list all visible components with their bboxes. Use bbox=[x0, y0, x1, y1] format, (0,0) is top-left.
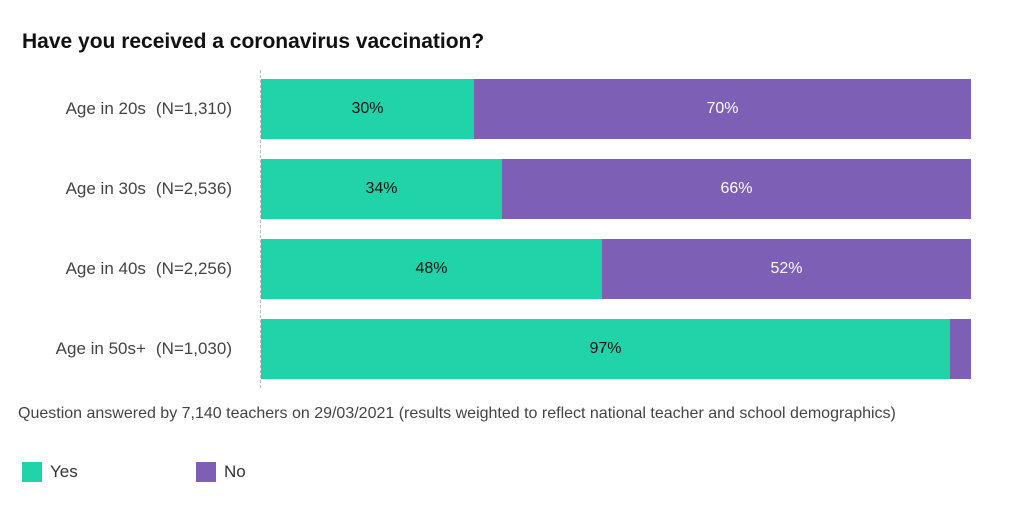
category-name: Age in 50s+ bbox=[55, 339, 146, 358]
bar-no-0 bbox=[474, 79, 971, 139]
category-name: Age in 40s bbox=[65, 259, 146, 278]
bar-yes-3 bbox=[261, 319, 950, 379]
legend-swatch-yes bbox=[22, 462, 42, 482]
category-name: Age in 20s bbox=[65, 99, 146, 118]
bar-no-3 bbox=[950, 319, 971, 379]
data-label-yes-1: 34% bbox=[365, 180, 398, 197]
category-label-2: Age in 40s (N=2,256) bbox=[66, 259, 232, 279]
bar-yes-0 bbox=[261, 79, 474, 139]
chart-footnote: Question answered by 7,140 teachers on 2… bbox=[18, 405, 896, 422]
legend-label-no: No bbox=[224, 462, 246, 481]
data-label-no-0: 70% bbox=[706, 100, 739, 117]
data-label-yes-2: 48% bbox=[415, 260, 448, 277]
category-name: Age in 30s bbox=[65, 179, 146, 198]
category-sample-size: (N=2,536) bbox=[155, 179, 232, 198]
legend-item-no: No bbox=[196, 462, 246, 482]
data-label-no-2: 52% bbox=[770, 260, 803, 277]
bar-yes-2 bbox=[261, 239, 602, 299]
data-label-yes-3: 97% bbox=[589, 340, 622, 357]
category-label-0: Age in 20s (N=1,310) bbox=[66, 99, 232, 119]
chart-title: Have you received a coronavirus vaccinat… bbox=[22, 30, 485, 53]
data-label-no-1: 66% bbox=[720, 180, 753, 197]
bar-yes-1 bbox=[261, 159, 502, 219]
legend-label-yes: Yes bbox=[50, 462, 78, 481]
category-sample-size: (N=1,030) bbox=[155, 339, 232, 358]
legend-swatch-no bbox=[196, 462, 216, 482]
category-label-3: Age in 50s+ (N=1,030) bbox=[56, 339, 232, 359]
legend-item-yes: Yes bbox=[22, 462, 78, 482]
bar-no-1 bbox=[502, 159, 971, 219]
chart-axis-line bbox=[260, 70, 261, 388]
category-label-1: Age in 30s (N=2,536) bbox=[66, 179, 232, 199]
category-sample-size: (N=2,256) bbox=[155, 259, 232, 278]
data-label-yes-0: 30% bbox=[351, 100, 384, 117]
bar-no-2 bbox=[602, 239, 971, 299]
category-sample-size: (N=1,310) bbox=[155, 99, 232, 118]
